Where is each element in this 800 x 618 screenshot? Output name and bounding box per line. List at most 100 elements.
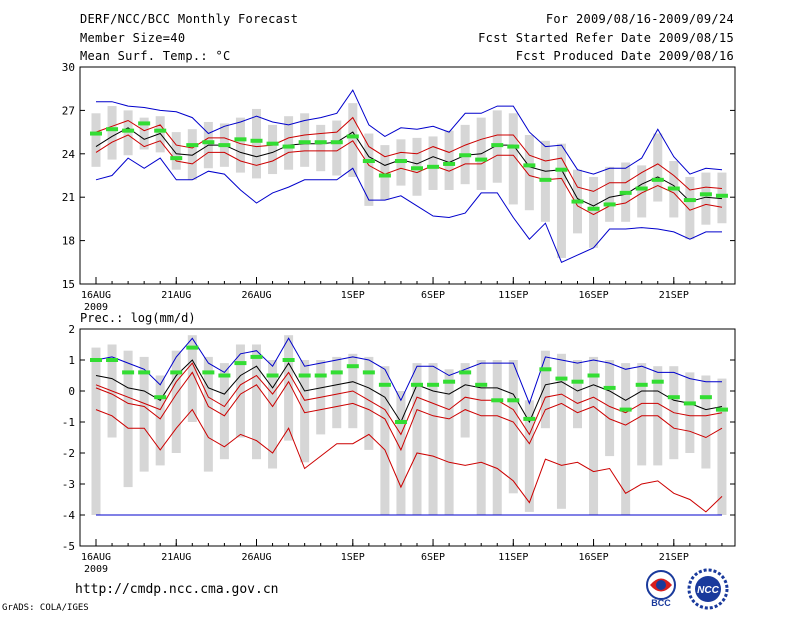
panel2-obs-mark xyxy=(250,354,263,359)
produced-date: Fcst Produced Date 2009/08/16 xyxy=(515,49,734,63)
panel1-obs-mark xyxy=(603,202,616,207)
panel2-spread-box xyxy=(476,360,486,515)
source-url[interactable]: http://cmdp.ncc.cma.gov.cn xyxy=(75,582,279,597)
panel1-xtick-label: 1SEP xyxy=(341,290,365,301)
panel1-line-mean xyxy=(95,127,723,207)
panel2-ytick-label: 1 xyxy=(68,354,75,367)
panel2-spread-box xyxy=(139,356,149,472)
panel2-obs-mark xyxy=(314,373,327,378)
panel2-xtick-label: 26AUG xyxy=(241,552,271,563)
panel1-spread-box xyxy=(252,108,261,179)
chart-title: DERF/NCC/BCC Monthly Forecast xyxy=(80,12,299,26)
panel2-spread-box xyxy=(621,363,631,515)
panel2-obs-mark xyxy=(523,416,536,421)
panel1-spread-box xyxy=(428,136,438,190)
panel1-obs-mark xyxy=(362,159,375,164)
panel2-obs-mark xyxy=(122,370,135,375)
panel1-obs-mark xyxy=(411,166,423,171)
panel1-spread-box xyxy=(605,166,615,222)
panel1-obs-mark xyxy=(298,140,311,145)
bcc-logo: BCC xyxy=(646,570,676,608)
panel1-line-upper xyxy=(95,116,723,192)
panel2-spread-box xyxy=(284,335,294,441)
panel2-obs-mark xyxy=(282,358,295,362)
panel2-spread-box xyxy=(171,350,181,453)
panel1-obs-mark xyxy=(106,127,119,132)
panel1-obs-mark xyxy=(491,143,504,148)
panel2-spread-box xyxy=(444,369,454,515)
panel2-ytick-label: -5 xyxy=(62,540,75,553)
panel1-spread-box xyxy=(107,106,117,160)
panel1-spread-box xyxy=(91,113,101,167)
ncc-logo: NCC xyxy=(687,568,729,610)
panel2-spread-box xyxy=(637,363,647,466)
panel2-spread-box xyxy=(605,360,615,457)
panel2-obs-mark xyxy=(90,358,102,362)
panel1-spread-box xyxy=(556,143,566,258)
panel1-xtick-label: 16AUG xyxy=(81,290,111,301)
panel2-obs-mark xyxy=(683,401,696,406)
panel1-obs-mark xyxy=(90,131,102,136)
panel2-obs-mark xyxy=(346,364,359,369)
panel2-ytick-label: -3 xyxy=(62,478,75,491)
panel2-obs-mark xyxy=(218,373,231,378)
panel1-spread-box xyxy=(316,124,326,172)
panel1-obs-mark xyxy=(555,167,568,172)
panel1-obs-mark xyxy=(667,186,680,191)
panel1-obs-mark xyxy=(154,128,167,133)
panel2-ytick-label: 2 xyxy=(68,323,75,336)
panel2-obs-mark xyxy=(635,382,648,387)
panel2-obs-mark xyxy=(394,420,407,424)
panel1-line-lower xyxy=(95,134,723,216)
panel2-obs-mark xyxy=(378,382,391,387)
panel2-ytick-label: -1 xyxy=(62,416,75,429)
panel2-obs-mark xyxy=(234,361,247,366)
panel2-xtick-label: 16AUG xyxy=(81,552,111,563)
panel1-line-min xyxy=(95,157,722,263)
variable-label: Mean Surf. Temp.: °C xyxy=(80,49,231,63)
panel2-obs-mark xyxy=(266,373,279,378)
panel1-obs-mark xyxy=(715,193,728,198)
panel2-spread-box xyxy=(701,375,711,469)
panel1-ytick-label: 24 xyxy=(62,148,76,161)
panel1-obs-mark xyxy=(539,177,552,182)
panel1-xtick-label: 26AUG xyxy=(241,290,271,301)
panel2-line-upper xyxy=(95,362,723,436)
panel2-spread-box xyxy=(187,335,197,422)
panel2-spread-box xyxy=(573,360,582,429)
panel1-spread-box xyxy=(187,129,197,180)
panel1-spread-box xyxy=(444,130,454,190)
panel1-obs-mark xyxy=(683,198,696,203)
panel1-obs-mark xyxy=(330,140,343,145)
panel1-frame xyxy=(79,66,736,285)
panel1-spread-box xyxy=(364,133,374,206)
panel1-obs-mark xyxy=(699,192,712,197)
panel1-spread-box xyxy=(717,172,727,224)
panel2-obs-mark xyxy=(539,367,552,372)
panel2-spread-box xyxy=(396,391,406,515)
panel2-xtick-year: 2009 xyxy=(84,564,108,575)
panel1-spread-box xyxy=(268,124,278,175)
panel1-obs-mark xyxy=(186,143,199,148)
panel2-spread-box xyxy=(364,356,374,450)
panel1-xtick-label: 11SEP xyxy=(498,290,528,301)
panel1-spread-box xyxy=(653,133,663,202)
panel2-obs-mark xyxy=(411,382,423,387)
panel2-line-mean xyxy=(95,359,723,424)
panel2-spread-box xyxy=(717,378,727,515)
ncc-logo-text: NCC xyxy=(697,585,719,596)
panel1-obs-mark xyxy=(378,173,391,178)
panel2-obs-mark xyxy=(475,382,488,387)
panel2-spread-box xyxy=(203,356,213,472)
grads-credit: GrADS: COLA/IGES xyxy=(2,603,89,613)
panel2-obs-mark xyxy=(507,398,520,403)
panel2-spread-box xyxy=(428,363,438,515)
panel2-spread-box xyxy=(332,356,342,429)
panel2-obs-mark xyxy=(619,407,632,412)
panel2-spread-box xyxy=(412,363,422,515)
panel2-obs-mark xyxy=(715,407,728,412)
bcc-logo-text: BCC xyxy=(651,598,671,608)
panel2-obs-mark xyxy=(571,379,584,384)
panel2-obs-mark xyxy=(699,395,712,400)
panel1-xtick-label: 6SEP xyxy=(421,290,445,301)
